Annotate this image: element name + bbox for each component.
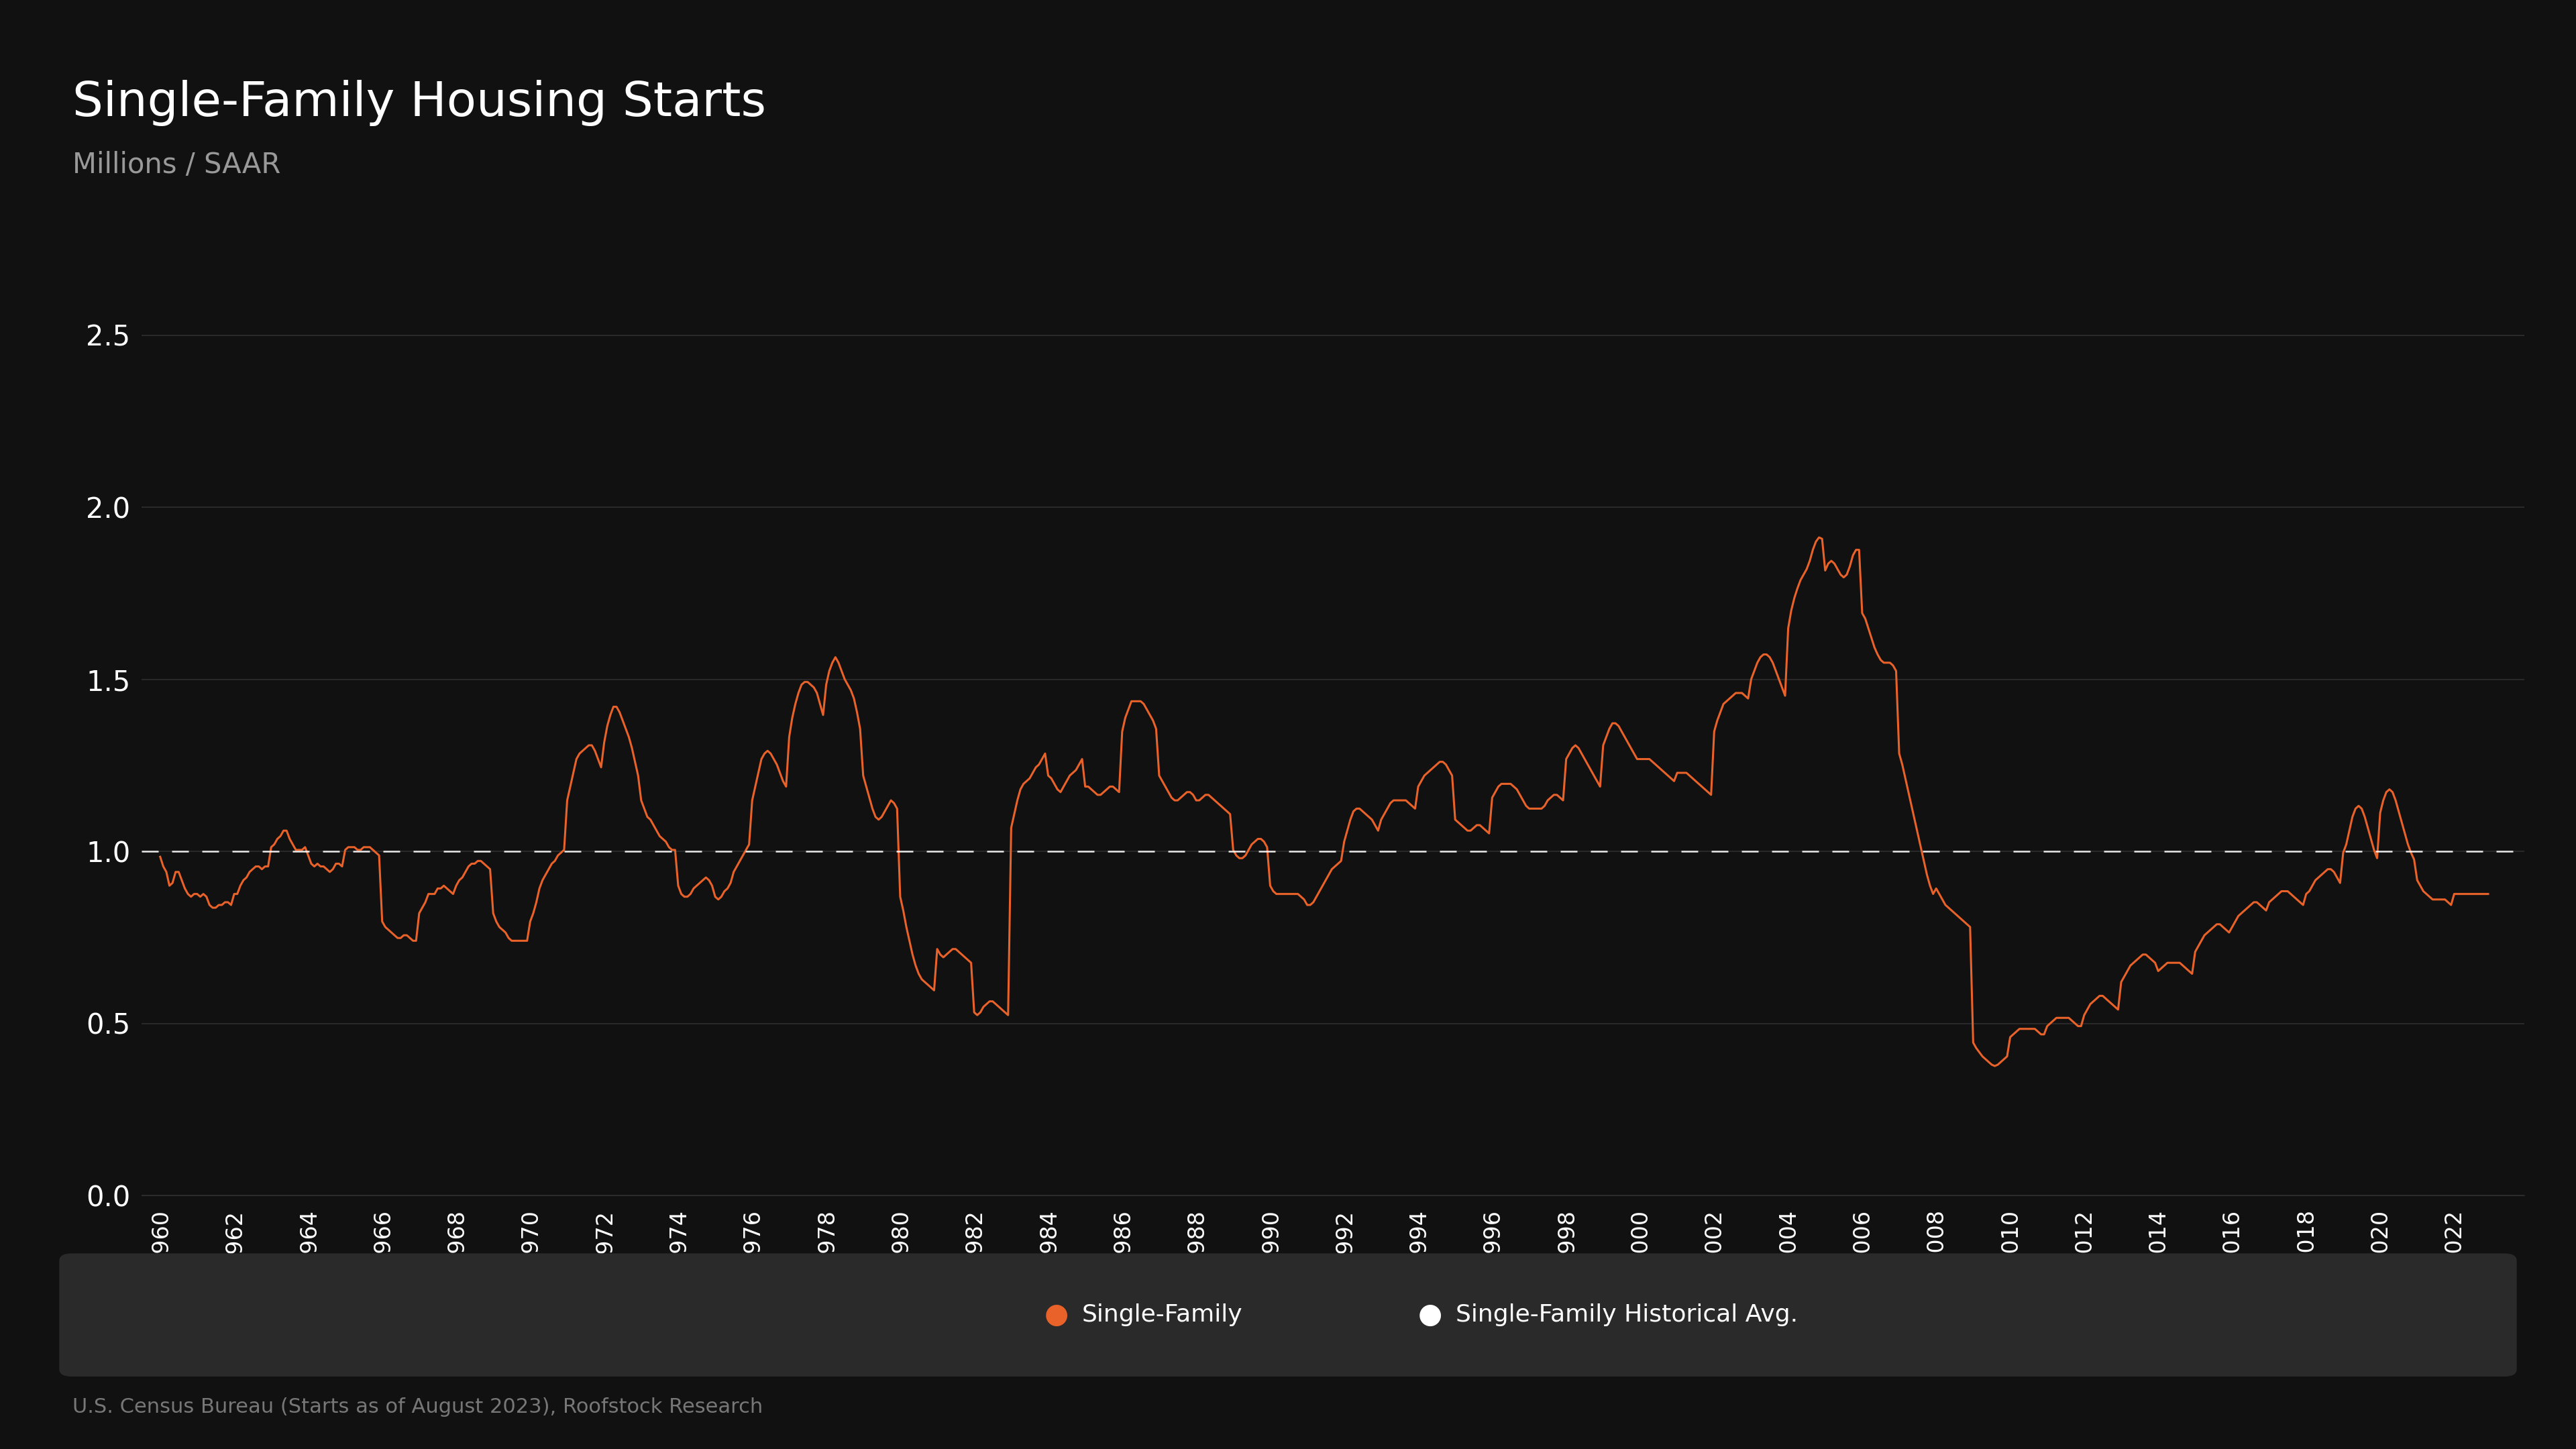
Text: U.S. Census Bureau (Starts as of August 2023), Roofstock Research: U.S. Census Bureau (Starts as of August …: [72, 1398, 762, 1417]
Text: ●: ●: [1419, 1301, 1443, 1329]
Text: Single-Family Housing Starts: Single-Family Housing Starts: [72, 80, 765, 126]
Text: ●: ●: [1046, 1301, 1069, 1329]
Text: Millions / SAAR: Millions / SAAR: [72, 151, 281, 178]
Text: Single-Family: Single-Family: [1082, 1304, 1242, 1326]
Text: Single-Family Historical Avg.: Single-Family Historical Avg.: [1455, 1304, 1798, 1326]
